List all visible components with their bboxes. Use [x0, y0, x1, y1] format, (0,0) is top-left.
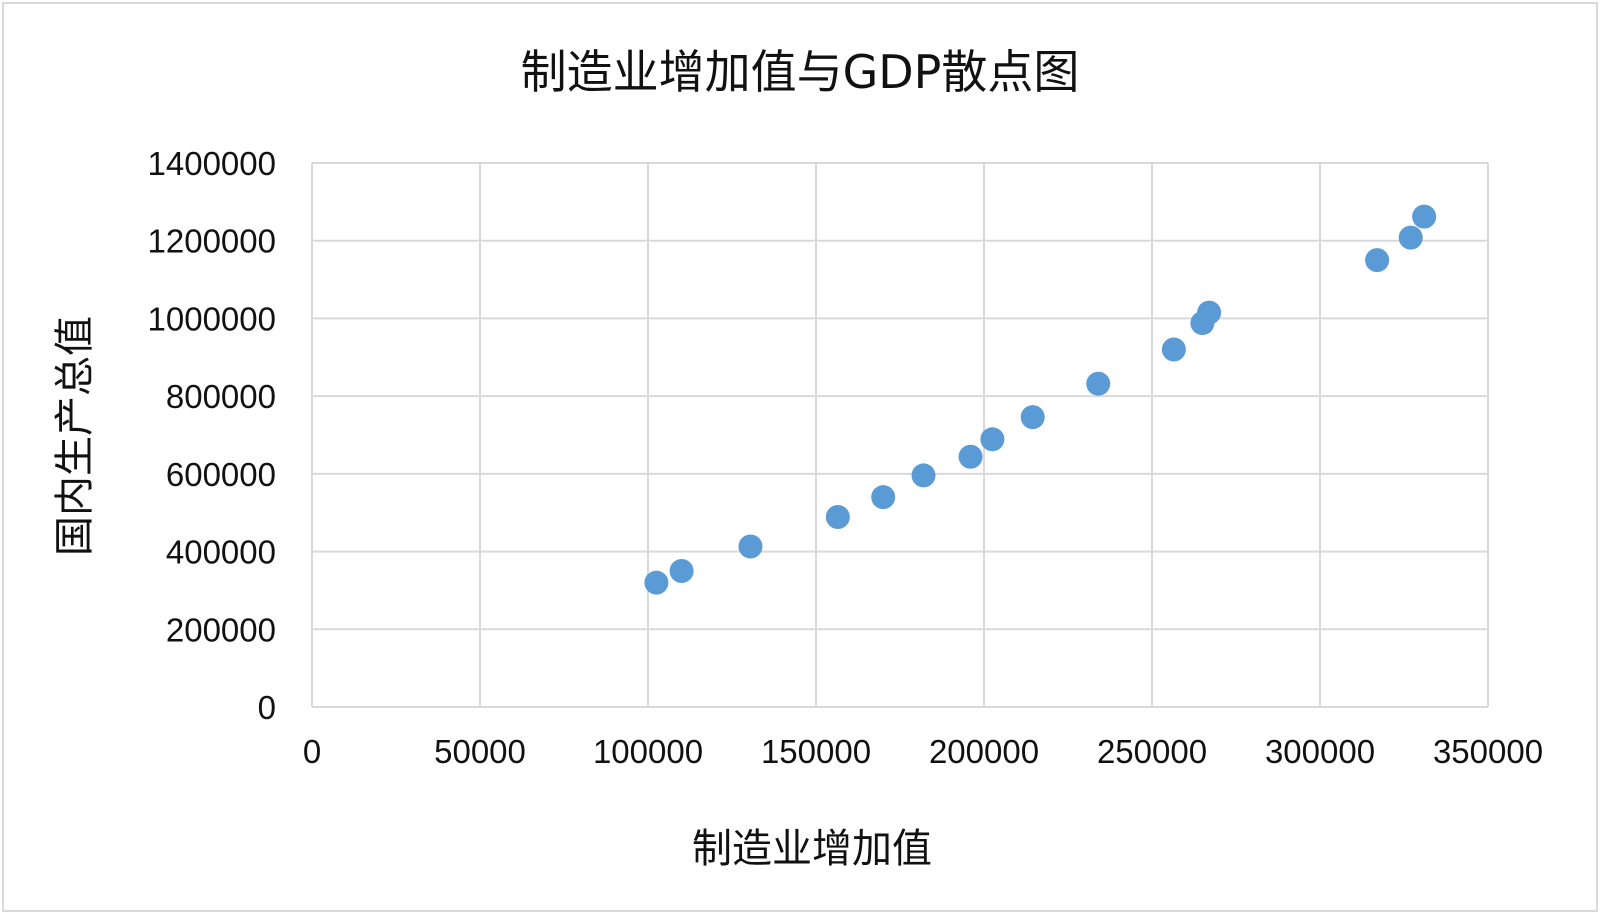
x-tick-label: 0 — [303, 733, 321, 770]
x-tick-label: 100000 — [593, 733, 703, 770]
x-axis-ticks: 0 50000 100000 150000 200000 250000 300000 3500… — [303, 733, 1543, 770]
data-point — [1086, 371, 1111, 396]
grid-lines — [311, 162, 1489, 708]
x-tick-label: 200000 — [929, 733, 1039, 770]
data-point — [1412, 204, 1437, 229]
y-tick-label: 200000 — [166, 611, 276, 648]
x-tick-label: 350000 — [1433, 733, 1543, 770]
data-point — [958, 444, 983, 469]
y-tick-label: 0 — [258, 689, 276, 726]
data-point — [825, 504, 850, 529]
y-tick-label: 400000 — [166, 534, 276, 571]
y-tick-label: 800000 — [166, 378, 276, 415]
data-point — [669, 559, 694, 583]
data-point — [1197, 300, 1222, 325]
x-tick-label: 300000 — [1265, 733, 1375, 770]
data-point — [980, 427, 1005, 452]
y-tick-label: 600000 — [166, 456, 276, 493]
y-tick-label: 1400000 — [148, 145, 276, 182]
x-axis-label: 制造业增加值 — [692, 826, 932, 872]
data-point — [738, 534, 763, 559]
data-point — [1161, 337, 1186, 362]
y-axis-ticks: 0 200000 400000 600000 800000 1000000 1200000 1… — [148, 145, 276, 726]
y-tick-label: 1000000 — [148, 300, 276, 337]
data-point — [871, 485, 896, 510]
chart-title: 制造业增加值与GDP散点图 — [521, 45, 1080, 99]
x-tick-label: 150000 — [761, 733, 871, 770]
x-tick-label: 50000 — [434, 733, 526, 770]
data-point — [1398, 225, 1423, 250]
y-tick-label: 1200000 — [148, 223, 276, 260]
x-tick-label: 250000 — [1097, 733, 1207, 770]
y-axis-label: 国内生产总值 — [52, 316, 98, 556]
data-point — [1365, 248, 1390, 273]
data-point — [911, 463, 936, 488]
data-points — [644, 204, 1437, 595]
data-point — [1020, 405, 1045, 430]
data-point — [644, 570, 669, 595]
